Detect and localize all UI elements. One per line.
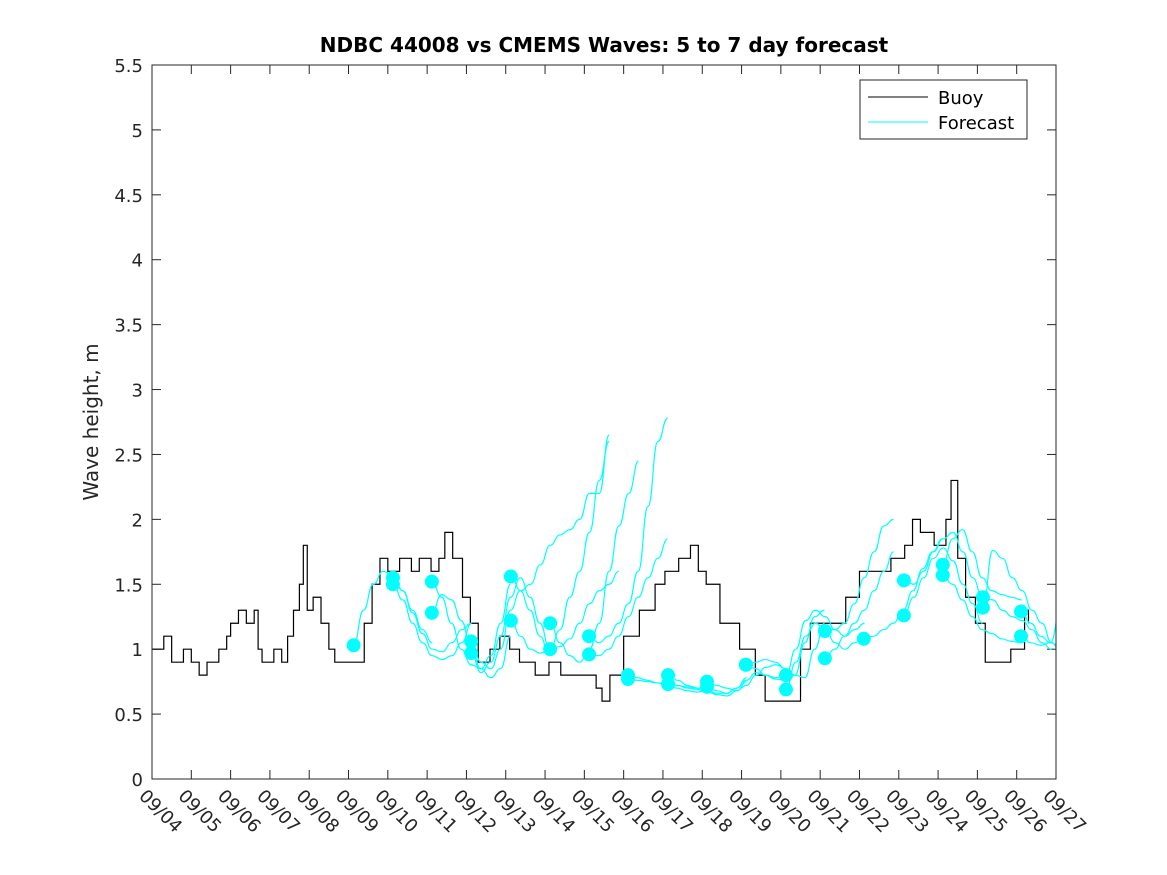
forecast-series-line — [903, 531, 983, 598]
y-tick-label: 2 — [132, 510, 143, 531]
forecast-start-marker — [935, 568, 950, 583]
legend-forecast-label: Forecast — [938, 113, 1014, 134]
forecast-start-marker — [935, 557, 950, 572]
forecast-start-marker — [543, 642, 558, 657]
y-tick-label: 4.5 — [114, 186, 143, 207]
forecast-series-line — [550, 570, 620, 650]
forecast-series-line — [982, 596, 1052, 650]
y-tick-label: 5.5 — [114, 56, 143, 77]
forecast-series-line — [470, 590, 551, 670]
forecast-start-marker — [1014, 604, 1029, 619]
forecast-start-marker — [778, 668, 793, 683]
forecast-start-marker — [817, 624, 832, 639]
y-tick-label: 0.5 — [114, 705, 143, 726]
y-tick-label: 3 — [132, 381, 143, 402]
forecast-series-line — [510, 440, 610, 654]
forecast-start-marker — [856, 631, 871, 646]
forecast-series-line — [588, 417, 668, 644]
forecast-start-marker — [620, 672, 635, 687]
forecast-start-marker — [464, 646, 479, 661]
forecast-start-marker — [582, 647, 597, 662]
y-tick-label: 3.5 — [114, 316, 143, 337]
forecast-start-marker — [1014, 629, 1029, 644]
forecast-start-marker — [661, 677, 676, 692]
forecast-start-marker — [346, 638, 361, 653]
forecast-series-line — [706, 671, 786, 694]
y-tick-label: 0 — [132, 770, 143, 791]
forecast-start-marker — [896, 608, 911, 623]
forecast-series-line — [470, 577, 551, 674]
forecast-series-line — [942, 574, 1022, 644]
legend: Buoy Forecast — [859, 79, 1028, 140]
forecast-series-line — [903, 547, 983, 624]
forecast-start-marker — [975, 600, 990, 615]
forecast-series-line — [942, 529, 1022, 601]
forecast-start-marker — [385, 577, 400, 592]
forecast-start-marker — [699, 679, 714, 694]
forecast-series-line — [824, 518, 894, 632]
y-tick-label: 2.5 — [114, 445, 143, 466]
y-axis-label: Wave height, m — [79, 343, 103, 500]
forecast-series-line — [431, 581, 512, 670]
y-tick-label: 1 — [132, 640, 143, 661]
forecast-series-line — [706, 664, 786, 692]
y-tick-label: 1.5 — [114, 575, 143, 596]
forecast-start-marker — [817, 651, 832, 666]
forecast-series-line — [982, 549, 1056, 650]
forecast-series-line — [785, 609, 865, 676]
forecast-series-line — [1020, 610, 1056, 646]
forecast-series-line — [1020, 619, 1056, 646]
y-tick-label: 5 — [132, 121, 143, 142]
y-tick-label: 4 — [132, 251, 143, 272]
forecast-series-line — [589, 538, 668, 657]
forecast-start-marker — [896, 573, 911, 588]
forecast-series-line — [510, 434, 610, 592]
forecast-start-marker — [738, 657, 753, 672]
forecast-start-marker — [503, 569, 518, 584]
forecast-start-marker — [543, 616, 558, 631]
forecast-series-line — [392, 577, 472, 653]
chart-title: NDBC 44008 vs CMEMS Waves: 5 to 7 day fo… — [320, 33, 889, 57]
forecast-start-marker — [778, 682, 793, 697]
legend-buoy-label: Buoy — [938, 88, 984, 109]
forecast-start-marker — [424, 574, 439, 589]
forecast-series-line — [824, 551, 894, 659]
plot-area-frame — [151, 64, 1057, 780]
forecast-start-marker — [582, 629, 597, 644]
forecast-start-marker — [464, 634, 479, 649]
forecast-start-marker — [503, 613, 518, 628]
forecast-start-marker — [975, 590, 990, 605]
forecast-start-marker — [424, 605, 439, 620]
